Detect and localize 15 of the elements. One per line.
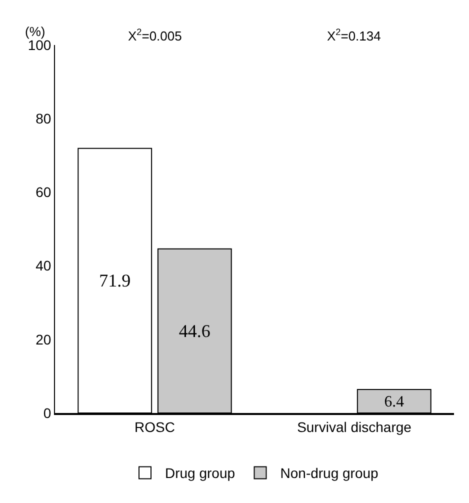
data-label: 71.9 [99, 270, 131, 291]
y-tick-label: 20 [36, 331, 52, 348]
y-tick-label: 80 [36, 110, 52, 126]
data-label: 44.6 [178, 320, 210, 341]
x-tick-label: ROSC [134, 418, 175, 435]
text: X$^{2}$=0.005 [128, 27, 182, 44]
y-axis-title: (%) [25, 24, 46, 39]
y-tick-label: 40 [36, 258, 52, 274]
y-tick-label: 0 [43, 404, 52, 421]
y-tick-label: 60 [36, 184, 52, 200]
x-tick-label: Survival discharge [297, 418, 412, 435]
data-label: 6.4 [384, 393, 404, 410]
legend-label: Non-drug group [280, 465, 379, 482]
text: X$^{2}$=0.134 [327, 27, 381, 44]
legend-label: Drug group [165, 465, 236, 482]
